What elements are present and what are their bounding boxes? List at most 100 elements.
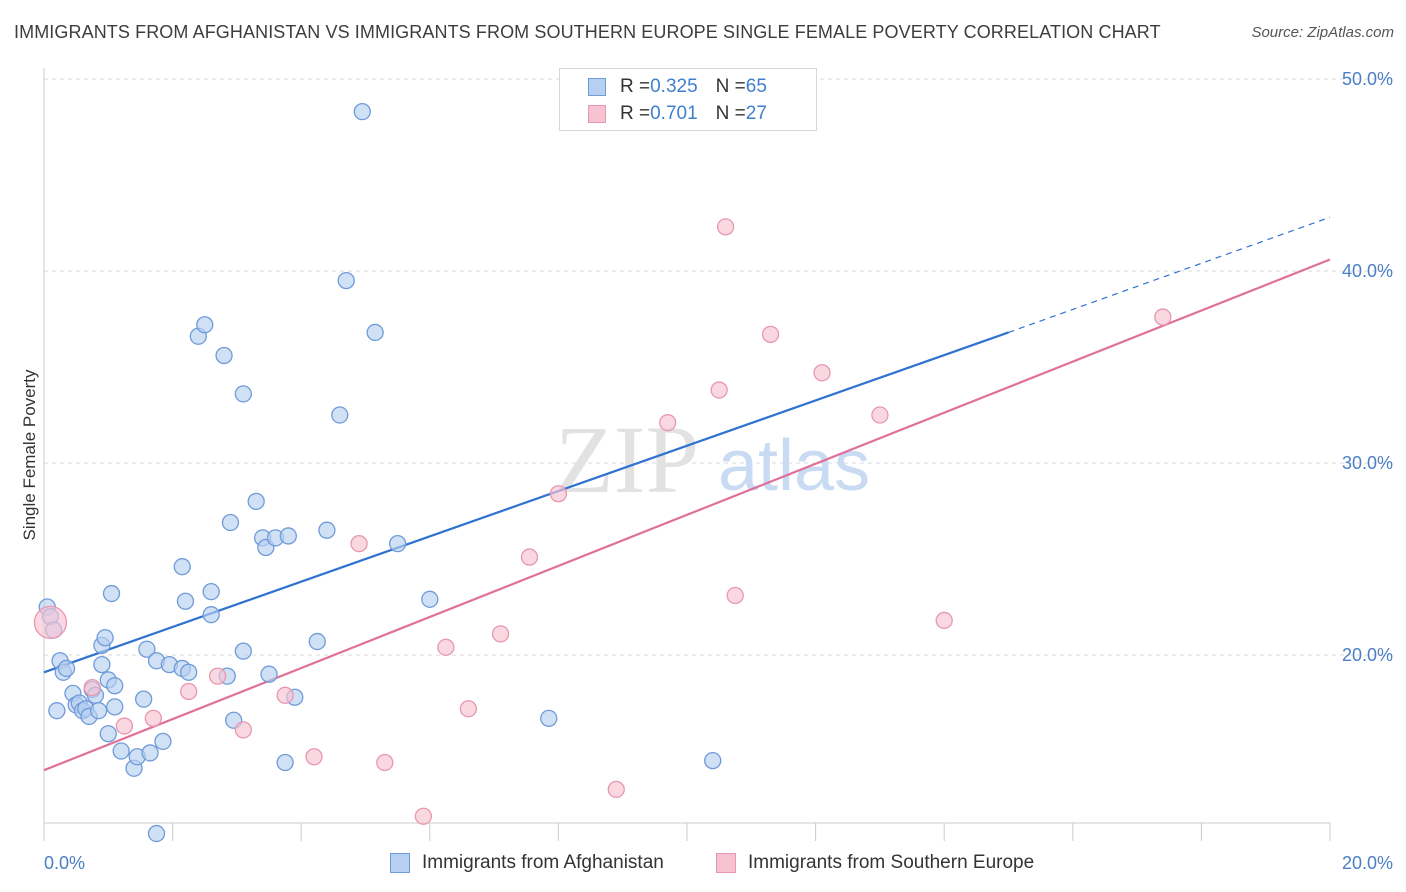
point-afghanistan: [93, 655, 111, 674]
y-axis-label: Single Female Poverty: [20, 369, 39, 541]
point-afghanistan: [135, 690, 153, 708]
point-afghanistan: [704, 751, 722, 770]
point-afghanistan: [260, 665, 278, 683]
point-southern-europe: [459, 700, 478, 718]
point-southern-europe: [180, 682, 198, 701]
bottom-legend-label-afghanistan: Immigrants from Afghanistan: [422, 852, 664, 873]
point-afghanistan: [147, 824, 166, 843]
x-tick-label: 0.0%: [44, 853, 85, 873]
point-afghanistan: [102, 584, 121, 603]
chart-title: IMMIGRANTS FROM AFGHANISTAN VS IMMIGRANT…: [14, 22, 1161, 42]
point-afghanistan: [353, 102, 371, 121]
grid-lines: [44, 78, 1395, 656]
point-southern-europe: [710, 381, 728, 399]
trend-line-southern-europe: [43, 258, 1331, 772]
point-afghanistan: [180, 663, 198, 681]
legend: R = 0.325 N = 65 R = 0.701 N = 27: [559, 68, 817, 131]
point-afghanistan: [215, 346, 233, 365]
y-tick-label: 30.0%: [1342, 453, 1393, 473]
bottom-legend-swatch-pink: [716, 853, 736, 873]
scatter-points: [33, 102, 1172, 843]
point-afghanistan: [366, 323, 384, 342]
legend-r-value: 0.701: [650, 103, 698, 124]
point-afghanistan: [90, 702, 108, 720]
watermark: ZIP atlas: [555, 406, 870, 513]
legend-swatch-blue: [588, 78, 606, 96]
point-afghanistan: [247, 492, 265, 511]
point-southern-europe: [305, 748, 323, 766]
bottom-legend-afghanistan: Immigrants from Afghanistan: [390, 852, 664, 874]
point-afghanistan: [112, 742, 130, 760]
point-southern-europe: [491, 625, 510, 643]
point-afghanistan: [279, 527, 297, 545]
point-afghanistan: [540, 709, 558, 728]
point-southern-europe: [813, 364, 831, 382]
point-afghanistan: [196, 316, 214, 334]
point-southern-europe: [520, 548, 539, 566]
legend-n-label: N =: [715, 103, 746, 124]
point-afghanistan: [106, 677, 124, 695]
point-afghanistan: [154, 732, 172, 751]
point-southern-europe: [234, 721, 252, 739]
watermark-zip: ZIP: [555, 406, 699, 513]
legend-r-value: 0.325: [650, 76, 698, 97]
trend-line-afghanistan-extension: [1008, 216, 1331, 334]
point-southern-europe: [115, 717, 134, 735]
point-afghanistan: [176, 592, 195, 610]
point-southern-europe: [437, 638, 455, 656]
legend-r-label: R =: [620, 76, 651, 97]
point-southern-europe: [871, 406, 889, 424]
source-label: Source: ZipAtlas.com: [1251, 24, 1394, 41]
point-southern-europe: [607, 780, 625, 799]
bottom-legend: Immigrants from Afghanistan Immigrants f…: [0, 852, 1406, 878]
point-southern-europe: [549, 485, 568, 503]
point-afghanistan: [138, 640, 156, 658]
legend-swatch-pink: [588, 105, 606, 123]
point-afghanistan: [141, 744, 159, 762]
point-afghanistan: [96, 629, 114, 647]
point-afghanistan: [331, 406, 349, 424]
point-afghanistan: [57, 659, 76, 678]
point-southern-europe: [83, 678, 101, 697]
legend-n-label: N =: [715, 76, 746, 97]
legend-n-value: 65: [745, 76, 767, 97]
axes: [43, 68, 1331, 841]
point-afghanistan: [388, 534, 407, 553]
point-afghanistan: [308, 632, 326, 651]
point-afghanistan: [99, 725, 117, 743]
point-southern-europe: [716, 218, 735, 236]
point-afghanistan: [202, 582, 220, 601]
point-southern-europe: [414, 807, 433, 825]
point-southern-europe: [350, 534, 368, 553]
y-tick-label: 40.0%: [1342, 261, 1393, 281]
point-afghanistan: [421, 590, 439, 608]
point-southern-europe: [376, 753, 394, 772]
point-afghanistan: [48, 702, 66, 720]
point-afghanistan: [173, 558, 191, 576]
bottom-legend-swatch-blue: [390, 853, 410, 873]
y-tick-label: 20.0%: [1342, 645, 1393, 665]
point-afghanistan: [234, 642, 252, 660]
point-afghanistan: [106, 698, 124, 716]
point-southern-europe: [761, 325, 780, 344]
point-southern-europe: [935, 611, 953, 630]
point-afghanistan: [337, 271, 355, 290]
tick-labels: 20.0% 30.0% 40.0% 50.0% 0.0% 20.0%: [44, 69, 1393, 873]
point-southern-europe: [208, 667, 227, 685]
point-afghanistan: [202, 606, 220, 624]
x-tick-label: 20.0%: [1342, 853, 1393, 873]
bottom-legend-label-southern-europe: Immigrants from Southern Europe: [748, 852, 1035, 873]
legend-row-afghanistan: R = 0.325 N = 65: [588, 75, 767, 99]
point-southern-europe: [144, 709, 162, 728]
point-afghanistan: [276, 753, 294, 772]
y-tick-label: 50.0%: [1342, 69, 1393, 89]
bottom-legend-southern-europe: Immigrants from Southern Europe: [716, 852, 1034, 874]
point-southern-europe: [1154, 308, 1172, 326]
point-southern-europe: [276, 686, 294, 704]
point-southern-europe: [726, 586, 744, 605]
point-afghanistan: [234, 385, 252, 403]
point-afghanistan: [318, 521, 336, 539]
legend-n-value: 27: [745, 103, 767, 124]
point-southern-europe: [659, 414, 677, 432]
